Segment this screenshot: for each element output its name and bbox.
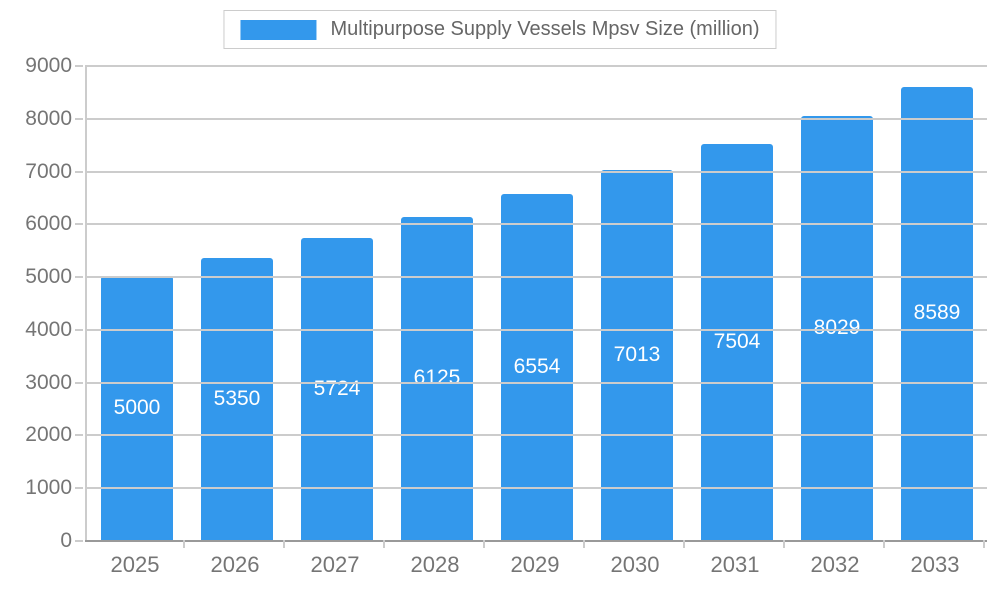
y-axis-label: 8000 — [25, 106, 72, 130]
bar-value-label: 8589 — [913, 301, 961, 325]
bar: 6554 — [501, 194, 573, 540]
bar-value-label: 7504 — [713, 329, 761, 353]
y-axis-label: 2000 — [25, 423, 72, 447]
bar-slot: 5724 — [287, 65, 387, 540]
gridline — [87, 487, 987, 490]
chart-legend: Multipurpose Supply Vessels Mpsv Size (m… — [223, 10, 777, 49]
bar: 6125 — [401, 216, 473, 540]
gridline — [87, 170, 987, 173]
y-axis-label: 6000 — [25, 212, 72, 236]
y-axis-tick — [75, 328, 83, 331]
bar: 5350 — [201, 257, 273, 540]
x-axis-tick — [583, 540, 585, 548]
y-axis-label: 0 — [60, 529, 72, 552]
x-axis-tick — [183, 540, 185, 548]
bar: 8029 — [801, 116, 873, 540]
bar: 7504 — [701, 143, 773, 540]
gridline — [87, 223, 987, 226]
x-axis-label: 2025 — [110, 552, 160, 577]
x-axis-label: 2031 — [710, 552, 760, 577]
y-axis-tick — [75, 434, 83, 437]
x-axis: 2025 2026 2027 2028 2029 2030 2031 2032 2033 — [85, 552, 985, 578]
bar-value-label: 5350 — [213, 386, 261, 410]
bar-value-label: 6125 — [413, 366, 461, 390]
y-axis-tick — [75, 117, 83, 120]
x-axis-label: 2026 — [210, 552, 260, 577]
y-axis-label: 5000 — [25, 265, 72, 289]
x-axis-label: 2033 — [910, 552, 960, 577]
gridline — [87, 65, 987, 67]
y-axis-tick — [75, 381, 83, 384]
bar-slot: 8029 — [787, 65, 887, 540]
bar-slot: 8589 — [887, 65, 987, 540]
x-axis-tick — [283, 540, 285, 548]
y-axis-label: 4000 — [25, 317, 72, 341]
gridline — [87, 434, 987, 437]
x-axis-tick — [983, 540, 985, 548]
y-axis-tick — [75, 276, 83, 279]
y-axis-tick — [75, 540, 83, 542]
gridline — [87, 276, 987, 279]
x-axis-label: 2032 — [810, 552, 860, 577]
x-axis-line — [85, 540, 987, 542]
y-axis-label: 9000 — [25, 54, 72, 77]
bar: 5724 — [301, 237, 373, 540]
x-axis-label: 2029 — [510, 552, 560, 577]
x-axis-tick — [783, 540, 785, 548]
bar: 8589 — [901, 86, 973, 540]
bar-slot: 5350 — [187, 65, 287, 540]
bars-group: 5000 5350 5724 6125 6554 7013 7504 8029 8589 — [87, 65, 987, 540]
bar-slot: 5000 — [87, 65, 187, 540]
legend-label: Multipurpose Supply Vessels Mpsv Size (m… — [330, 18, 760, 40]
bar: 7013 — [601, 169, 673, 540]
gridline — [87, 381, 987, 384]
y-axis-tick — [75, 170, 83, 173]
y-axis-label: 1000 — [25, 476, 72, 500]
bar-value-label: 7013 — [613, 342, 661, 366]
legend-swatch — [240, 19, 317, 40]
bar-slot: 7013 — [587, 65, 687, 540]
bar-slot: 7504 — [687, 65, 787, 540]
x-axis-label: 2028 — [410, 552, 460, 577]
gridline — [87, 328, 987, 331]
x-axis-tick — [883, 540, 885, 548]
bar-value-label: 5724 — [313, 376, 361, 400]
y-axis-tick — [75, 223, 83, 226]
y-axis-label: 3000 — [25, 370, 72, 394]
x-axis-label: 2027 — [310, 552, 360, 577]
bar-value-label: 5000 — [113, 396, 161, 420]
plot-area: 5000 5350 5724 6125 6554 7013 7504 8029 8589 — [85, 65, 987, 542]
x-axis-tick — [383, 540, 385, 548]
x-axis-tick — [683, 540, 685, 548]
y-axis-tick — [75, 487, 83, 490]
x-axis-tick — [483, 540, 485, 548]
gridline — [87, 117, 987, 120]
bar-value-label: 6554 — [513, 355, 561, 379]
bar: 5000 — [101, 276, 173, 540]
y-axis-tick — [75, 65, 83, 67]
x-axis-label: 2030 — [610, 552, 660, 577]
y-axis-label: 7000 — [25, 159, 72, 183]
bar-slot: 6554 — [487, 65, 587, 540]
bar-value-label: 8029 — [813, 316, 861, 340]
bar-slot: 6125 — [387, 65, 487, 540]
